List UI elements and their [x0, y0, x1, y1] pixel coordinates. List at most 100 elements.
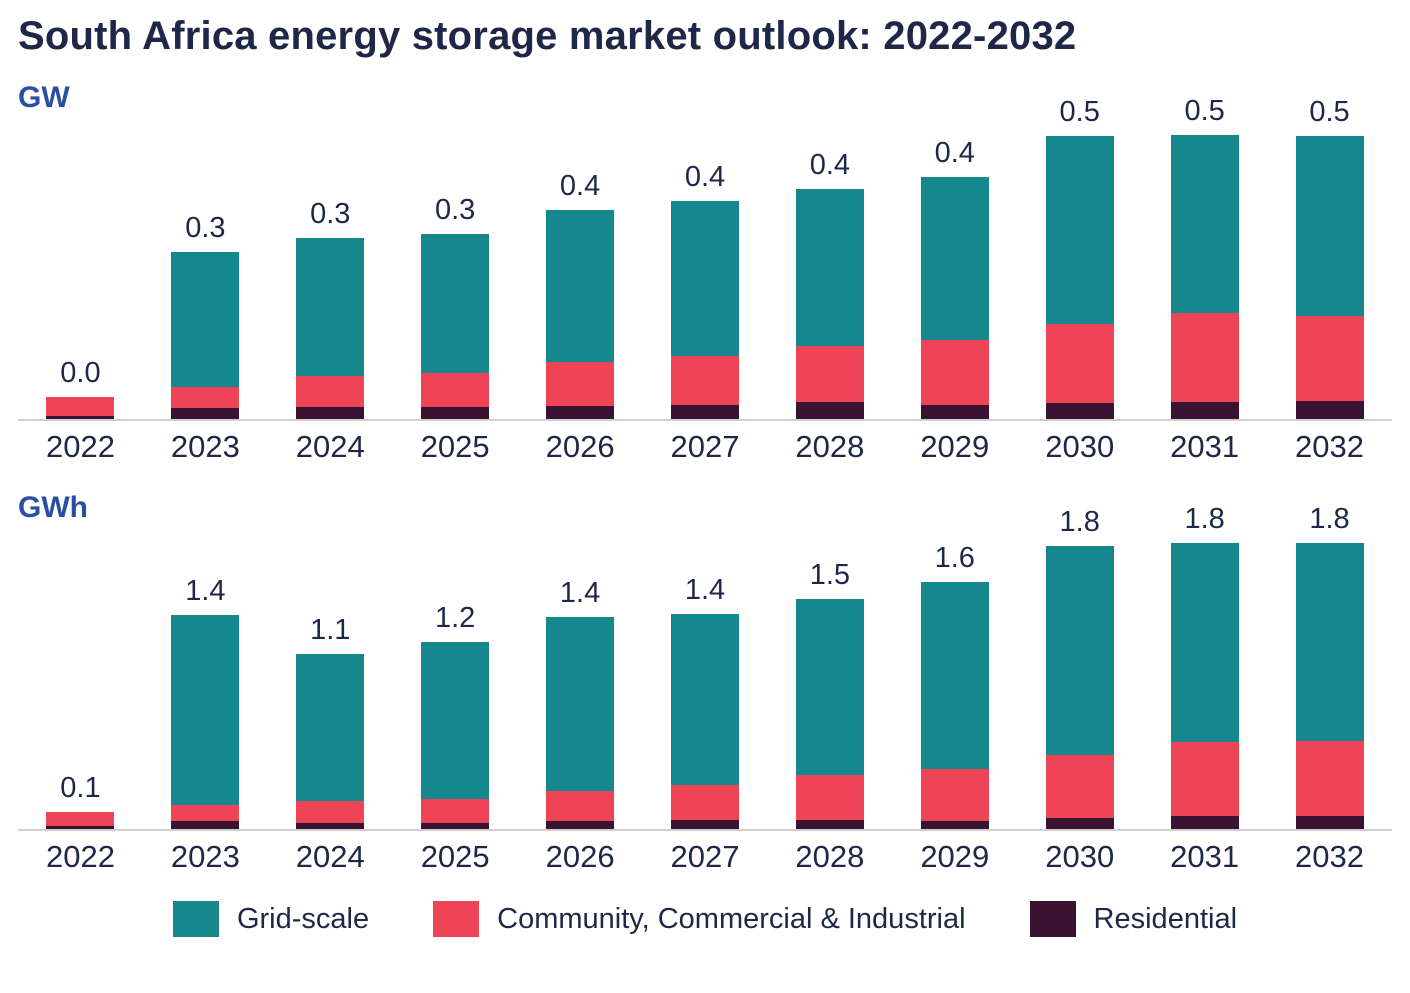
legend-item-grid_scale: Grid-scale [172, 901, 370, 937]
bar-column: 0.1 [18, 772, 143, 829]
legend-item-cci: Community, Commercial & Industrial [433, 901, 966, 937]
bar-segment-grid_scale [546, 210, 615, 362]
chart-gwh: GWh 0.1 1.4 1.1 1.2 1.4 1.4 1.5 1.6 1.8 1.8 1.8 20… [18, 491, 1392, 875]
x-axis-label: 2032 [1295, 429, 1364, 464]
bar-segment-grid_scale [296, 654, 365, 801]
bar-segment-residential [795, 402, 864, 419]
bar-column: 1.5 [767, 559, 892, 829]
bar-column: 1.8 [1142, 503, 1267, 829]
bar-value-label: 0.4 [559, 170, 601, 202]
bar-segment-grid_scale [670, 201, 739, 356]
bar-column: 1.4 [518, 577, 643, 829]
bar-segment-residential [1045, 403, 1114, 419]
x-axis-label: 2026 [545, 839, 615, 874]
bar-segment-cci [296, 376, 365, 407]
legend: Grid-scale Community, Commercial & Indust… [18, 901, 1392, 937]
bar-segment-cci [171, 387, 240, 408]
bar-segment-cci [546, 362, 615, 406]
stacked-bar [46, 812, 115, 829]
bar-segment-cci [421, 373, 490, 407]
bar-segment-grid_scale [296, 238, 365, 376]
bar-segment-cci [670, 356, 739, 405]
bar-segment-residential [1170, 816, 1239, 829]
bar-segment-residential [46, 826, 115, 829]
x-axis-label: 2026 [545, 429, 615, 464]
x-axis-label: 2029 [920, 839, 990, 874]
bar-segment-grid_scale [171, 615, 240, 805]
x-axis-label: 2025 [420, 839, 490, 874]
bar-segment-cci [670, 785, 739, 820]
bar-segment-grid_scale [670, 614, 739, 785]
bar-segment-residential [795, 820, 864, 829]
x-axis-label: 2024 [295, 839, 365, 874]
bar-segment-cci [171, 805, 240, 821]
bar-value-label: 0.5 [1184, 95, 1225, 127]
x-axis-label: 2022 [45, 429, 115, 464]
bar-value-label: 1.4 [684, 574, 726, 606]
bar-value-label: 1.2 [435, 602, 476, 634]
bar-value-label: 1.4 [185, 575, 226, 607]
stacked-bar [421, 234, 490, 419]
stacked-bar [296, 654, 365, 829]
bar-segment-cci [795, 775, 864, 820]
bar-column: 1.1 [268, 614, 393, 829]
bar-column: 1.4 [643, 574, 768, 829]
x-axis-label: 2030 [1045, 429, 1115, 464]
bar-segment-residential [46, 416, 115, 419]
stacked-bar [546, 617, 615, 829]
bar-segment-residential [1295, 401, 1364, 419]
bar-segment-grid_scale [795, 189, 864, 346]
bar-column: 0.3 [393, 194, 518, 419]
legend-label: Grid-scale [236, 902, 370, 935]
bar-column: 0.3 [268, 198, 393, 419]
bar-value-label: 0.0 [60, 357, 101, 389]
bar-value-label: 1.8 [1184, 503, 1225, 535]
bar-segment-cci [46, 397, 115, 416]
bar-segment-cci [1170, 742, 1239, 816]
bar-column: 0.4 [643, 161, 768, 419]
bar-column: 1.6 [892, 542, 1017, 829]
bar-segment-residential [421, 823, 490, 829]
stacked-bar [1295, 543, 1364, 829]
bar-segment-residential [296, 407, 365, 419]
bar-segment-grid_scale [421, 234, 490, 373]
stacked-bar [920, 177, 989, 419]
bar-segment-cci [1295, 316, 1364, 401]
bar-segment-cci [296, 801, 365, 823]
bar-segment-grid_scale [1045, 546, 1114, 755]
bar-segment-residential [1170, 402, 1239, 419]
bar-segment-residential [670, 405, 739, 419]
bar-segment-grid_scale [1170, 543, 1239, 742]
bar-segment-cci [795, 346, 864, 402]
bar-value-label: 0.3 [185, 212, 226, 244]
bar-column: 1.2 [393, 602, 518, 829]
legend-swatch-grid_scale [172, 901, 219, 937]
stacked-bar [421, 642, 490, 829]
bar-column: 0.5 [1142, 95, 1267, 419]
bar-segment-grid_scale [1170, 135, 1239, 313]
bar-segment-grid_scale [1295, 543, 1364, 741]
unit-label-gw: GW [18, 81, 70, 114]
legend-label: Residential [1093, 902, 1238, 935]
bar-segment-residential [920, 821, 989, 829]
plot-area: 0.0 0.3 0.3 0.3 0.4 0.4 0.4 0.4 0.5 0.5 0.5 [18, 95, 1392, 421]
bar-value-label: 0.5 [1309, 96, 1350, 128]
bar-value-label: 0.5 [1059, 96, 1100, 128]
stacked-bar [1170, 135, 1239, 419]
bar-segment-grid_scale [546, 617, 615, 791]
bar-value-label: 1.1 [310, 614, 351, 646]
x-axis-label: 2027 [670, 839, 740, 874]
bar-segment-grid_scale [795, 599, 864, 775]
bar-segment-residential [1295, 816, 1364, 829]
stacked-bar [920, 582, 989, 829]
bar-value-label: 1.4 [559, 577, 601, 609]
legend-label: Community, Commercial & Industrial [497, 902, 966, 935]
x-axis-label: 2023 [170, 839, 240, 874]
bar-column: 1.4 [143, 575, 268, 829]
page-title: South Africa energy storage market outlo… [18, 14, 1077, 58]
x-axis-label: 2028 [795, 429, 865, 464]
x-axis-label: 2027 [670, 429, 740, 464]
bar-segment-cci [1295, 741, 1364, 816]
bar-column: 0.4 [892, 137, 1017, 419]
bar-segment-grid_scale [171, 252, 240, 387]
